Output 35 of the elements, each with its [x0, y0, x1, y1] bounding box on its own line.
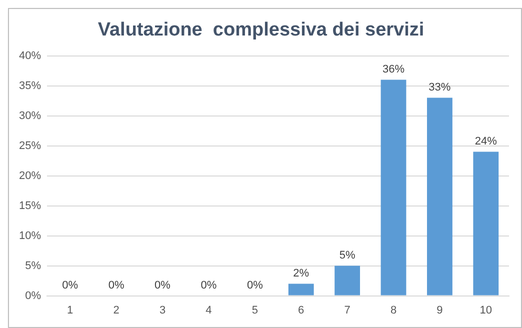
data-label: 0%: [108, 279, 124, 292]
data-label: 33%: [428, 81, 451, 94]
bar: [334, 266, 360, 296]
x-tick-label: 3: [159, 304, 166, 316]
x-tick-label: 1: [67, 304, 74, 316]
y-tick-label: 25%: [18, 140, 42, 152]
x-tick-label: 7: [344, 304, 350, 316]
y-tick-label: 20%: [18, 170, 42, 182]
y-tick-label: 40%: [18, 50, 42, 62]
data-label: 24%: [474, 135, 498, 148]
bar: [427, 98, 452, 296]
bar: [288, 284, 314, 296]
x-tick-label: 8: [390, 304, 397, 316]
y-tick-label: 35%: [18, 80, 42, 92]
data-label: 0%: [62, 279, 78, 292]
x-tick-label: 9: [436, 304, 443, 316]
chart-title: Valutazione complessiva dei servizi: [98, 20, 424, 41]
y-tick-label: 0%: [25, 290, 42, 302]
bar: [380, 80, 406, 296]
x-tick-label: 4: [206, 304, 212, 316]
bar: [473, 152, 499, 296]
data-label: 2%: [293, 267, 310, 280]
x-tick-label: 5: [252, 304, 258, 316]
y-tick-label: 15%: [18, 200, 42, 212]
data-label: 0%: [154, 279, 171, 292]
x-tick-label: 10: [480, 304, 492, 316]
x-tick-label: 6: [298, 304, 304, 316]
y-tick-label: 10%: [18, 230, 42, 242]
data-label: 5%: [339, 249, 356, 262]
y-tick-label: 5%: [25, 260, 42, 272]
data-label: 0%: [246, 279, 264, 292]
x-tick-label: 2: [113, 304, 120, 316]
data-label: 0%: [200, 279, 217, 292]
data-label: 36%: [382, 63, 405, 76]
y-tick-label: 30%: [18, 110, 42, 122]
